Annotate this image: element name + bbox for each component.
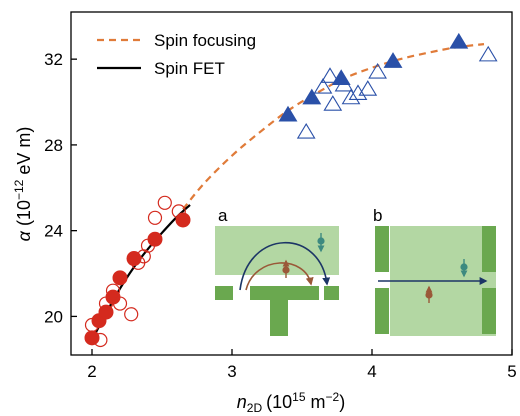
legend: Spin focusing Spin FET bbox=[97, 31, 256, 78]
inset-b-right-lower-gate bbox=[482, 288, 496, 334]
y-tick-label-24: 24 bbox=[44, 222, 63, 241]
y-tick-label-28: 28 bbox=[44, 136, 63, 155]
inset-b-label: b bbox=[373, 206, 382, 225]
point-triangle-open-9 bbox=[480, 47, 497, 61]
x-axis-title-exp1: 15 bbox=[292, 390, 306, 404]
x-axis-title-exp2: −2 bbox=[326, 390, 340, 404]
inset-b-left-lower-gate bbox=[375, 288, 389, 334]
y-tick-label-32: 32 bbox=[44, 50, 63, 69]
x-axis-title: n2D (1015 m−2) bbox=[237, 390, 345, 415]
y-axis-ticks: 20 24 28 32 bbox=[44, 50, 77, 326]
fit-curve-spin-fet bbox=[92, 205, 190, 340]
inset-a-right-gate bbox=[324, 286, 339, 300]
point-circle-open-9 bbox=[149, 211, 162, 224]
x-tick-label-5: 5 bbox=[507, 362, 516, 381]
x-axis-title-unit-close: ) bbox=[339, 392, 345, 412]
inset-a-left-gate bbox=[215, 286, 233, 300]
inset-b-left-upper-gate bbox=[375, 226, 389, 272]
fit-curve-spin-focusing bbox=[183, 44, 484, 209]
y-axis-title-exp: −12 bbox=[12, 179, 26, 200]
point-triangle-open-0 bbox=[298, 124, 315, 138]
inset-a-top-gate bbox=[250, 286, 319, 300]
inset-a-spin-focusing-device: a bbox=[215, 206, 339, 336]
legend-label-spin-fet: Spin FET bbox=[154, 59, 225, 78]
point-triangle-open-3 bbox=[324, 96, 341, 110]
x-tick-label-2: 2 bbox=[87, 362, 96, 381]
x-tick-label-4: 4 bbox=[367, 362, 376, 381]
y-axis-title-unit-close: eV m) bbox=[14, 127, 34, 180]
x-axis-title-unit-open: (10 bbox=[266, 392, 292, 412]
point-triangle-open-7 bbox=[359, 81, 376, 95]
inset-b-spin-fet-device: b bbox=[373, 206, 496, 336]
legend-label-spin-focusing: Spin focusing bbox=[154, 31, 256, 50]
inset-a-stem-gate bbox=[270, 300, 288, 336]
inset-b-right-upper-gate bbox=[482, 226, 496, 272]
y-axis-title-unit-open: (10 bbox=[14, 200, 34, 231]
y-tick-label-20: 20 bbox=[44, 307, 63, 326]
inset-a-label: a bbox=[218, 206, 228, 225]
point-circle-filled-7 bbox=[176, 213, 190, 227]
x-axis-title-var: n bbox=[237, 392, 247, 412]
x-axis-ticks: 2 3 4 5 bbox=[87, 349, 516, 381]
point-circle-filled-4 bbox=[113, 271, 127, 285]
point-circle-open-10 bbox=[158, 196, 171, 209]
x-axis-title-sub: 2D bbox=[247, 401, 263, 415]
y-axis-title: α (10−12 eV m) bbox=[12, 127, 34, 242]
point-circle-open-5 bbox=[125, 308, 138, 321]
x-tick-label-3: 3 bbox=[227, 362, 236, 381]
point-circle-filled-0 bbox=[85, 331, 99, 345]
x-axis-title-unit-mid: m bbox=[306, 392, 326, 412]
point-triangle-filled-1 bbox=[303, 90, 320, 104]
point-triangle-filled-4 bbox=[450, 34, 467, 48]
